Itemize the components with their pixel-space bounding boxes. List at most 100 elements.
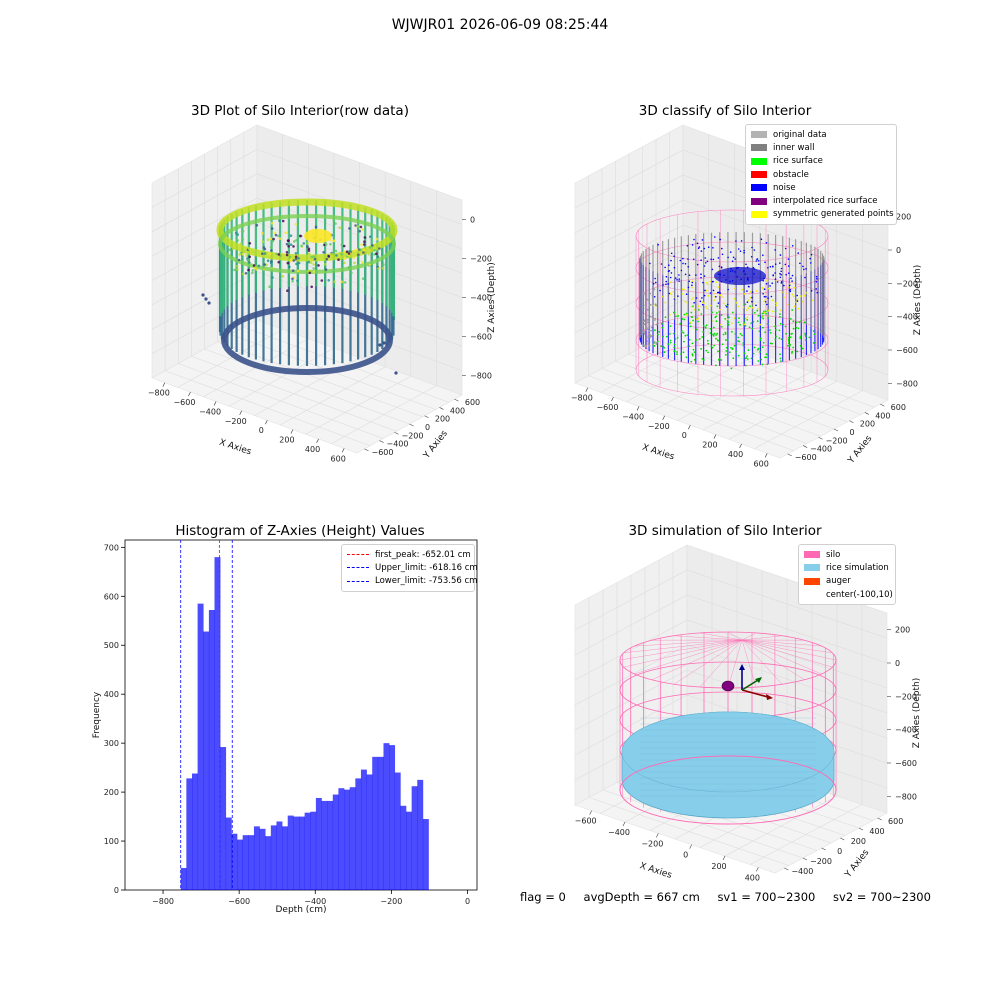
symmetric-point [670, 281, 672, 284]
rice-surface-point [731, 348, 734, 350]
surface-point [343, 281, 347, 284]
rice-surface-point [760, 358, 763, 361]
outlier-point [382, 341, 386, 345]
noise-point [774, 278, 777, 280]
silo-ring [635, 343, 829, 397]
rice-surface-point [731, 330, 733, 333]
noise-point [703, 294, 706, 297]
surface-point [335, 254, 338, 257]
rice-surface-point [726, 338, 729, 341]
noise-point [757, 260, 760, 262]
outlier-point [207, 301, 211, 305]
histogram-bar [180, 867, 187, 890]
x-tick [213, 401, 217, 406]
rice-surface-point [685, 312, 688, 315]
original-point [656, 341, 658, 344]
z-tick-label: −600 [896, 346, 918, 355]
surface-point [261, 231, 264, 235]
x-tick-label: −200 [225, 417, 247, 426]
z-tick-label: −400 [896, 313, 918, 322]
classify-legend-swatch [751, 171, 767, 179]
rice-surface-point [695, 328, 698, 331]
noise-point [721, 247, 723, 250]
grid-line [574, 199, 889, 276]
y-tick [784, 867, 789, 871]
symmetric-point [684, 300, 687, 303]
noise-point [774, 249, 776, 251]
rice-surface-point [785, 332, 787, 335]
noise-point [727, 256, 729, 259]
noise-point [684, 273, 687, 276]
rice-surface-point [689, 325, 692, 328]
histogram-bar [208, 610, 215, 890]
symmetric-point [692, 296, 695, 299]
original-point [643, 319, 646, 322]
y-tick-label: 400 [450, 406, 465, 415]
sv2-value: sv2 = 700~2300 [833, 890, 931, 904]
original-point [642, 324, 645, 327]
x-tick [589, 810, 592, 815]
silo-roof-wire [673, 635, 743, 641]
histogram-bar [338, 788, 345, 890]
symmetric-point [780, 309, 782, 312]
original-point [655, 323, 658, 326]
noise-point [682, 257, 684, 260]
noise-point [780, 281, 783, 283]
symmetric-point [735, 301, 738, 304]
surface-point [368, 246, 372, 249]
rice-surface-point [769, 332, 772, 334]
rice-surface-point [716, 332, 719, 335]
rice-surface-point [752, 320, 755, 323]
symmetric-point [762, 315, 765, 318]
histogram-bar [411, 786, 418, 890]
noise-point [790, 277, 792, 280]
rice-surface-point [724, 331, 727, 334]
original-point [652, 312, 654, 315]
x-tick [689, 844, 692, 849]
histogram-title: Histogram of Z-Axies (Height) Values [175, 523, 425, 539]
histogram-bar [242, 835, 249, 890]
surface-point [343, 257, 347, 260]
z-axis-label: Z Axies (Depth) [912, 678, 922, 749]
symmetric-point [715, 281, 718, 284]
rice-surface-point [762, 341, 765, 344]
classify-legend-label: interpolated rice surface [773, 196, 878, 207]
y-tick-label: 600 [465, 398, 480, 407]
surface-point [241, 238, 244, 241]
symmetric-point [803, 294, 806, 297]
noise-point [703, 275, 706, 277]
rice-surface-point [758, 330, 761, 332]
symmetric-point [720, 323, 722, 326]
surface-point [327, 254, 330, 258]
classify-legend: original data inner wall rice surface obsta… [745, 124, 897, 226]
surface-point [245, 254, 248, 257]
noise-point [701, 239, 704, 241]
noise-point [776, 281, 779, 283]
original-point [648, 323, 650, 326]
noise-point [687, 266, 689, 268]
classify-legend-swatch [751, 131, 767, 139]
histogram-bar [349, 787, 356, 890]
noise-point [763, 295, 766, 298]
rice-surface-point [717, 350, 719, 353]
rice-surface-point [812, 342, 815, 344]
rice-surface-point [804, 339, 807, 341]
rice-surface-point [685, 356, 688, 359]
noise-point [707, 246, 710, 248]
silo-ring [635, 209, 829, 263]
symmetric-point [722, 302, 725, 305]
symmetric-point [726, 318, 729, 321]
rice-surface-point [715, 312, 718, 314]
grid-line [331, 385, 437, 444]
surface-point [300, 244, 303, 248]
rice-surface-point [683, 313, 686, 316]
noise-point [678, 274, 680, 276]
figure-title: WJWJR01 2026-06-09 08:25:44 [391, 17, 609, 33]
surface-point [277, 234, 280, 238]
rice-surface-point [799, 337, 802, 339]
histogram-bar [332, 794, 339, 890]
histogram-bar [259, 828, 266, 890]
histogram-bar [377, 756, 384, 890]
noise-point [717, 302, 720, 304]
histogram-bar [191, 773, 198, 890]
